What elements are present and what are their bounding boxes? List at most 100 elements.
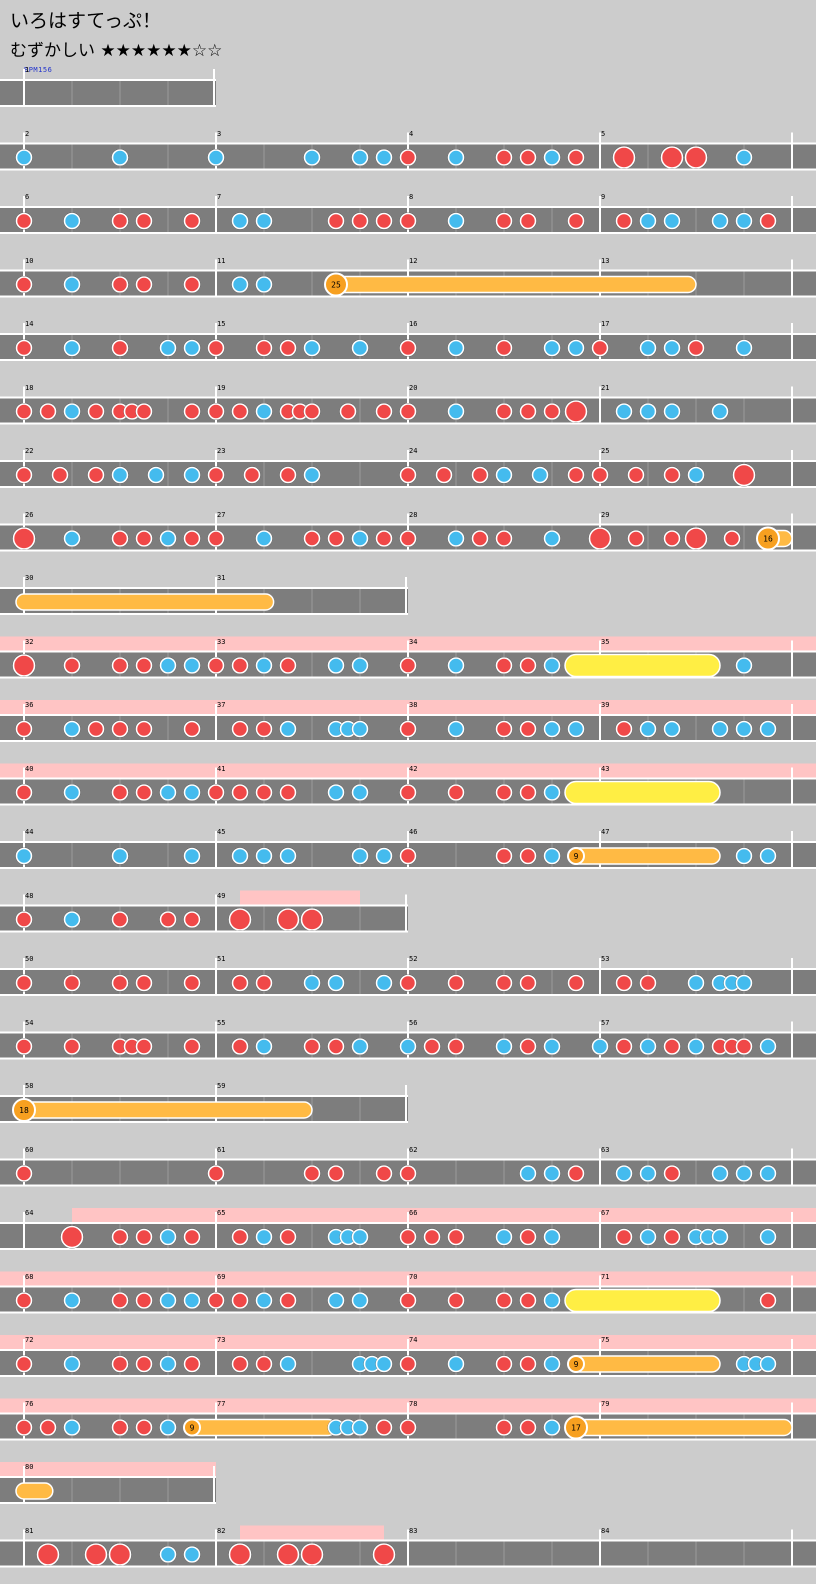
don-note xyxy=(723,530,741,547)
big-drumroll-bar xyxy=(564,780,721,805)
ka-note xyxy=(255,1228,273,1246)
don-note xyxy=(207,403,225,420)
don-note xyxy=(519,1228,537,1246)
ka-note xyxy=(159,784,177,801)
measure-number: 37 xyxy=(217,701,226,709)
don-note xyxy=(519,149,537,166)
don-note xyxy=(87,403,105,420)
ka-note xyxy=(687,1038,705,1055)
drumroll-bar xyxy=(567,1355,721,1373)
ka-note xyxy=(375,847,393,865)
ka-note xyxy=(543,784,561,801)
ka-note xyxy=(63,1292,81,1309)
balloon-head xyxy=(12,1098,36,1122)
lane-rail-bottom xyxy=(0,1502,216,1504)
don-note xyxy=(759,1292,777,1309)
ka-note xyxy=(147,466,165,484)
don-note xyxy=(135,1355,153,1373)
don-note xyxy=(663,466,681,484)
big-don-note xyxy=(276,908,300,931)
gogo-band xyxy=(0,1462,216,1476)
measure-number: 25 xyxy=(601,447,610,455)
ka-note xyxy=(759,1165,777,1182)
don-note xyxy=(15,1038,33,1055)
measure-number: 32 xyxy=(25,637,34,646)
don-note xyxy=(759,212,777,230)
measure-number: 71 xyxy=(601,1272,610,1281)
ka-note xyxy=(159,339,177,357)
measure-number: 70 xyxy=(409,1272,418,1281)
ka-note xyxy=(351,1292,369,1309)
measure-number: 19 xyxy=(217,383,226,392)
don-note xyxy=(615,1038,633,1055)
don-note xyxy=(207,530,225,547)
don-note xyxy=(207,1292,225,1309)
don-note xyxy=(15,339,33,357)
don-note xyxy=(231,1038,249,1055)
measure-number: 79 xyxy=(601,1399,610,1408)
don-note xyxy=(303,1165,321,1182)
measure-number: 31 xyxy=(217,574,226,582)
don-note xyxy=(279,1228,297,1246)
ka-note xyxy=(711,720,729,738)
balloon-count: 9 xyxy=(574,1360,579,1369)
measure-number: 7 xyxy=(217,193,222,201)
measure-number: 42 xyxy=(409,764,418,773)
ka-note xyxy=(447,149,465,166)
don-note xyxy=(15,212,33,230)
don-note xyxy=(423,1038,441,1055)
measure-number: 9 xyxy=(601,193,606,201)
don-note xyxy=(471,530,489,547)
ka-note xyxy=(543,1165,561,1182)
don-note xyxy=(63,974,81,992)
lane-rail-top xyxy=(0,1476,216,1478)
ka-note xyxy=(255,530,273,547)
lane-rail-top xyxy=(0,1095,408,1097)
ka-note xyxy=(375,149,393,166)
measure-number: 49 xyxy=(217,891,226,900)
don-note xyxy=(375,403,393,420)
don-note xyxy=(471,466,489,484)
don-note xyxy=(495,784,513,801)
balloon-head xyxy=(756,526,780,551)
don-note xyxy=(111,1228,129,1246)
don-note xyxy=(567,974,585,992)
don-note xyxy=(183,974,201,992)
lane-rail-bottom xyxy=(0,105,216,107)
ka-note xyxy=(303,149,321,166)
ka-note xyxy=(639,1228,657,1246)
don-note xyxy=(399,1419,417,1436)
don-note xyxy=(327,1165,345,1182)
big-don-note xyxy=(300,1543,324,1566)
don-note xyxy=(495,1419,513,1436)
ka-note xyxy=(543,1228,561,1246)
ka-note xyxy=(255,1038,273,1055)
don-note xyxy=(447,1228,465,1246)
don-note xyxy=(255,1355,273,1373)
ka-note xyxy=(735,657,753,674)
don-note xyxy=(111,911,129,928)
ka-note xyxy=(303,466,321,484)
ka-note xyxy=(183,1292,201,1309)
ka-note xyxy=(759,1355,777,1373)
ka-note xyxy=(183,466,201,484)
don-note xyxy=(279,784,297,801)
difficulty-stars: ★★★★★★☆☆ xyxy=(100,41,223,61)
don-note xyxy=(399,466,417,484)
don-note xyxy=(39,1419,57,1436)
ka-note xyxy=(543,1419,561,1436)
measure-number: 17 xyxy=(601,320,610,328)
don-note xyxy=(399,847,417,865)
don-note xyxy=(279,657,297,674)
ka-note xyxy=(327,1292,345,1309)
measure-number: 83 xyxy=(409,1526,418,1535)
don-note xyxy=(111,974,129,992)
ka-note xyxy=(687,974,705,992)
measure-number: 13 xyxy=(601,256,610,265)
don-note xyxy=(15,911,33,928)
measure-number: 61 xyxy=(217,1145,226,1154)
drumroll-bar xyxy=(327,275,697,294)
don-note xyxy=(15,784,33,801)
ka-note xyxy=(735,974,753,992)
difficulty-label: むずかしい xyxy=(10,41,95,61)
